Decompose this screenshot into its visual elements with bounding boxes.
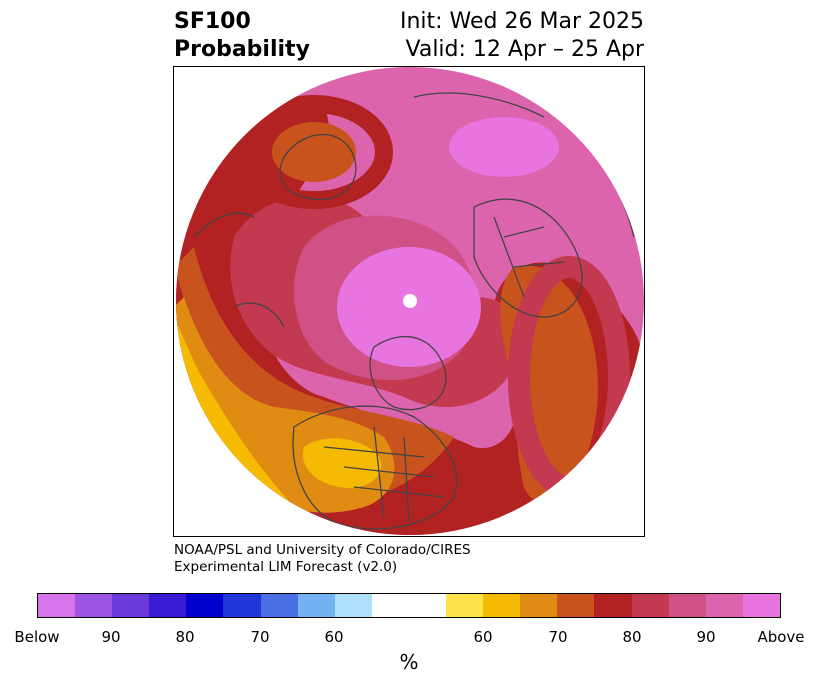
title-left: SF100 Probability <box>174 8 310 64</box>
map-panel <box>173 66 645 537</box>
credit-text: NOAA/PSL and University of Colorado/CIRE… <box>174 542 471 576</box>
init-date: Init: Wed 26 Mar 2025 <box>399 9 644 34</box>
product-name: Probability <box>174 37 310 62</box>
colorbar-segment <box>446 594 484 617</box>
colorbar-segment <box>297 594 335 617</box>
colorbar-segment <box>408 594 447 617</box>
pole-hole <box>403 294 417 308</box>
colorbar-segment <box>223 594 261 617</box>
colorbar-segment <box>334 594 372 617</box>
colorbar-segment <box>742 594 780 617</box>
credit-line-1: NOAA/PSL and University of Colorado/CIRE… <box>174 542 471 558</box>
valid-range: Valid: 12 Apr – 25 Apr <box>405 37 645 62</box>
colorbar <box>37 593 781 618</box>
colorbar-segment <box>705 594 743 617</box>
colorbar-segment <box>112 594 150 617</box>
credit-line-2: Experimental LIM Forecast (v2.0) <box>174 559 398 575</box>
colorbar-segment <box>668 594 706 617</box>
colorbar-unit: % <box>399 650 419 674</box>
colorbar-segment <box>594 594 632 617</box>
colorbar-tick-label: Above <box>757 628 805 646</box>
colorbar-tick-label: 70 <box>250 628 270 646</box>
forecast-map <box>176 67 644 535</box>
title-right: Init: Wed 26 Mar 2025 Valid: 12 Apr – 25… <box>400 8 644 64</box>
zone-orange-nw <box>272 122 356 182</box>
colorbar-segment <box>38 594 76 617</box>
colorbar-segment <box>631 594 669 617</box>
zone-violet-north <box>449 117 559 177</box>
probability-field <box>176 67 644 535</box>
colorbar-segment <box>520 594 558 617</box>
colorbar-segment <box>483 594 521 617</box>
colorbar-tick-label: 80 <box>175 628 195 646</box>
colorbar-tick-label: 60 <box>324 628 344 646</box>
colorbar-tick-label: 60 <box>473 628 493 646</box>
colorbar-tick-label: Below <box>14 628 60 646</box>
colorbar-segment <box>149 594 187 617</box>
variable-name: SF100 <box>174 9 251 34</box>
zone-red-nw <box>235 95 393 209</box>
colorbar-segment <box>186 594 224 617</box>
colorbar-tick-label: 90 <box>101 628 121 646</box>
colorbar-segment <box>75 594 113 617</box>
colorbar-tick-label: 90 <box>696 628 716 646</box>
colorbar-segment <box>260 594 298 617</box>
colorbar-tick-label: 70 <box>548 628 568 646</box>
colorbar-segment <box>371 594 409 617</box>
colorbar-tick-label: 80 <box>622 628 642 646</box>
colorbar-segment <box>557 594 595 617</box>
